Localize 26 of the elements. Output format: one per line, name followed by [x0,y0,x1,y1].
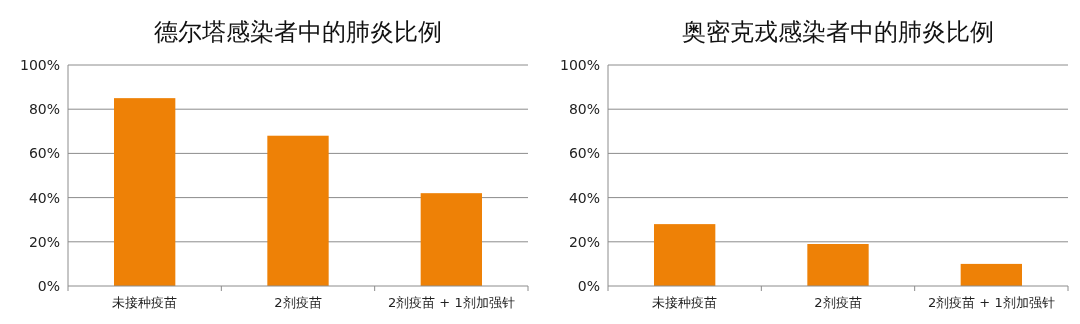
y-tick-label: 40% [28,189,60,206]
y-tick-label: 0% [37,278,60,294]
bar [114,98,176,286]
y-tick-label: 20% [568,233,600,250]
y-tick-label: 60% [28,145,60,162]
bar [420,193,482,286]
x-tick-label: 2剂疫苗 [274,295,322,310]
x-tick-label: 未接种疫苗 [112,295,178,310]
x-tick-label: 2剂疫苗 [814,295,862,310]
bar [267,135,329,286]
x-tick-label: 未接种疫苗 [652,295,718,310]
bar [807,244,869,286]
bar [960,263,1022,286]
y-tick-label: 0% [577,278,600,294]
chart-title: 德尔塔感染者中的肺炎比例 [154,18,442,46]
y-tick-label: 80% [568,101,600,118]
y-tick-label: 20% [28,233,60,250]
bar [654,224,716,286]
y-tick-label: 100% [19,57,60,73]
x-tick-label: 2剂疫苗 + 1剂加强针 [387,295,515,310]
chart-title: 奥密克戎感染者中的肺炎比例 [682,18,994,46]
y-tick-label: 80% [28,101,60,118]
y-tick-label: 40% [568,189,600,206]
y-tick-label: 60% [568,145,600,162]
x-tick-label: 2剂疫苗 + 1剂加强针 [927,295,1055,310]
y-tick-label: 100% [559,57,600,73]
